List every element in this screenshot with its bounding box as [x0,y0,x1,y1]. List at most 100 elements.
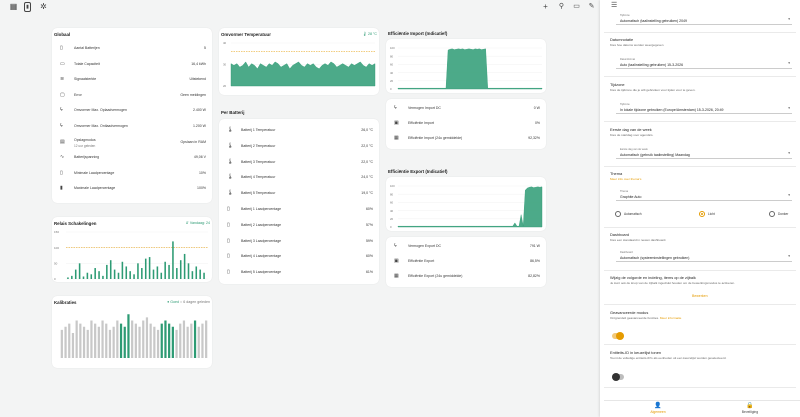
kalibratie-bar [156,329,160,358]
relais-bar [148,257,151,279]
batterij-row: 🌡 Batterij 3 Temperatuur 22,0 °C [219,157,379,168]
global-label: Totale Capaciteit [74,61,100,66]
radio-circle-selected [699,211,705,217]
import-value: 0% [534,121,540,125]
datumnotatie-select-value: Auto (taalinstelling gebruiken) 15-3-202… [620,62,684,67]
import-title: Efficiëntie Import (Indicatief) [388,31,448,36]
global-label: Maximale Laadpercentage [74,186,116,191]
bolt-icon: ϟ [60,123,63,129]
thema-radio-automatisch[interactable]: Automatisch [615,211,642,217]
relais-chart: 150 100 50 0 [54,230,208,281]
search-icon[interactable]: ⚲ [558,3,565,10]
omvormer-badge: 🌡 28 °C [362,32,377,36]
global-label: Aantal Batterijen [74,46,100,50]
kalibratie-bar [94,323,97,358]
batterij-label: Batterij 5 Temperatuur [241,191,276,196]
geavanceerd-link[interactable]: Meer informatie [659,316,682,320]
battery-icon[interactable]: ▮ [24,2,31,12]
battery-full-icon: ▮ [60,185,63,192]
battery-icon: ▯ [227,269,230,276]
kalibratie-bar [123,326,126,358]
relais-bar [179,260,182,279]
global-row: ▮ Maximale Laadpercentage 100% [52,183,212,194]
dashboard-select-value: Automatisch (systeeminstellingen gebruik… [620,255,690,260]
tijdzone-top-select[interactable]: Tijdzone Automatisch (taalinstelling geb… [616,14,792,25]
global-label: Minimale Laadpercentage [74,170,115,175]
tijdzone-select[interactable]: Tijdzone In lokale tijdzone gebruiken (E… [616,103,792,114]
export-chart: 100 80 60 40 20 0 [390,184,543,229]
bolt-icon: ϟ [60,107,63,114]
relais-bar [117,272,120,279]
bewerken-button[interactable]: Bewerken [692,294,708,298]
entiteits-toggle[interactable] [612,373,624,381]
toggle-knob [612,373,620,381]
kalibratie-bar [205,320,208,358]
kalibratie-bar [68,323,71,358]
thema-select[interactable]: Thema Graphite Auto ▾ [616,190,792,201]
thema-radio-donker[interactable]: Donker [769,211,788,217]
global-row: ▤ Opslagmodus Opslaan in RAM 12 uur geleden [52,137,212,148]
geavanceerd-toggle[interactable] [612,332,624,340]
relais-bar [109,260,112,279]
kalibratie-bar [86,329,89,358]
thermometer-icon: 🌡 [227,158,234,165]
kalibratie-bar [127,314,130,358]
batterij-row: 🌡 Batterij 5 Temperatuur 19,0 °C [219,188,379,199]
global-label: Opslagmodus [74,137,96,142]
battery-icon: ▯ [227,237,230,244]
global-label: Batterijspanning [74,155,100,160]
y-tick-label: 0 [390,225,392,229]
dashboard-select[interactable]: Dashboard Automatisch (systeeminstelling… [616,251,792,262]
menu-icon[interactable]: ☰ [611,2,618,9]
thema-radio-licht[interactable]: Licht [699,211,715,217]
batterij-label: Batterij 4 Temperatuur [241,175,276,180]
export-value: 82,82% [528,274,540,278]
relais-bar [82,276,85,279]
nav-beveiliging[interactable]: 🔒 Beveiliging [720,403,780,414]
kalibratie-bar [153,326,156,358]
nav-algemeen[interactable]: 👤 Algemeen [628,403,688,414]
export-title: Efficiëntie Export (Indicatief) [388,169,448,174]
plus-icon[interactable]: + [543,2,548,11]
kalibraties-card: Kalibraties ● Goed ○ 6 dagen geleden [52,296,212,368]
global-row: ϟ Omvormer Max. Oplaadvermogen 2.400 W [52,105,212,116]
relais-bar [94,268,96,279]
area-series [230,61,376,87]
wave-icon: ∿ [60,154,65,161]
kalibratie-bar [182,320,186,358]
y-tick-label: 40 [390,71,394,75]
dashboard-icon[interactable]: ▦ [9,2,18,11]
global-sublabel: 12 uur geleden [74,143,96,148]
chat-icon[interactable]: ▭ [573,3,580,10]
gear-icon[interactable]: ✲ [40,2,47,11]
y-tick-label: 100 [390,184,395,188]
batterij-label: Batterij 1 Temperatuur [241,128,276,132]
datumnotatie-select[interactable]: Datumformat Auto (taalinstelling gebruik… [616,58,792,69]
pencil-icon[interactable]: ✎ [588,3,595,10]
omvormer-title: Omvormer Temperatuur [221,32,271,37]
batterij-row: 🌡 Batterij 1 Temperatuur 26,0 °C [219,125,379,136]
thema-option-2: Donker [778,211,789,216]
relais-bar [203,272,205,279]
import-row: ϟ Vermogen Import DC 0 W [386,103,546,114]
relais-card: Relais Schakelingen ⇵ Vandaag: 24 150 100… [52,217,212,282]
chevron-down-icon: ▾ [788,151,790,155]
per-batterij-card: Per Batterij 🌡 Batterij 1 Temperatuur 26,0… [219,110,379,284]
relais-bar [164,261,166,279]
eerste-dag-select[interactable]: Eerste dag van de week Automatisch (gebr… [616,148,792,159]
datumnotatie-title: Datumnotatie [610,37,634,42]
kalibratie-bar [134,323,137,358]
calculator-icon: ▦ [394,135,399,141]
global-label: Omvormer Max. Ontlaadvermogen [74,124,128,128]
section-dashboard: Dashboard Kies een standaard in newen da… [604,229,796,271]
export-label: Efficiëntie Export [408,259,435,263]
thema-link[interactable]: Meer info over thema's [610,177,642,181]
global-card: Globaal ▯ Aantal Batterijen 5 ▭ Totale Capac… [52,28,212,203]
section-thema: Thema Meer info over thema's Thema Graph… [604,168,796,228]
tijdzone-title: Tijdzone [610,82,625,87]
thema-select-value: Graphite Auto [620,194,642,199]
efficiency-icon: ▣ [394,258,399,264]
relais-bar [137,263,139,279]
kalibratie-bar [145,317,149,358]
y-tick-label: 60 [390,63,394,67]
